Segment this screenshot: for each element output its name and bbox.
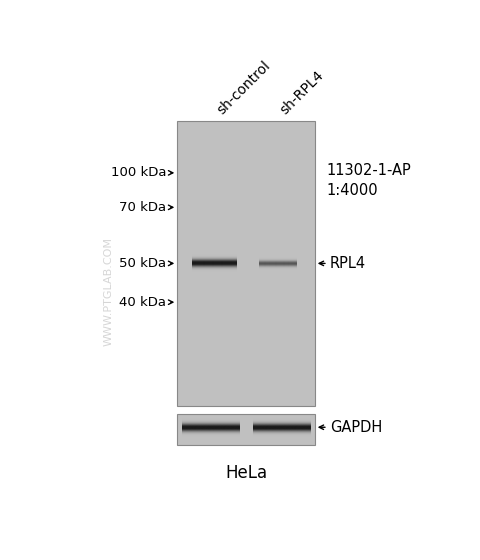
Text: sh-RPL4: sh-RPL4: [277, 68, 326, 117]
Text: GAPDH: GAPDH: [330, 420, 382, 435]
Text: 11302-1-AP: 11302-1-AP: [326, 163, 411, 178]
Text: sh-control: sh-control: [215, 58, 273, 117]
Text: 100 kDa: 100 kDa: [110, 166, 166, 179]
Bar: [177, 414, 315, 445]
Text: 1:4000: 1:4000: [326, 183, 378, 198]
Text: 40 kDa: 40 kDa: [119, 296, 166, 309]
Text: 70 kDa: 70 kDa: [119, 201, 166, 214]
Text: HeLa: HeLa: [225, 464, 267, 482]
Text: RPL4: RPL4: [330, 256, 366, 271]
Bar: [177, 121, 315, 405]
Text: WWW.PTGLAB.COM: WWW.PTGLAB.COM: [103, 237, 113, 346]
Text: 50 kDa: 50 kDa: [119, 257, 166, 270]
